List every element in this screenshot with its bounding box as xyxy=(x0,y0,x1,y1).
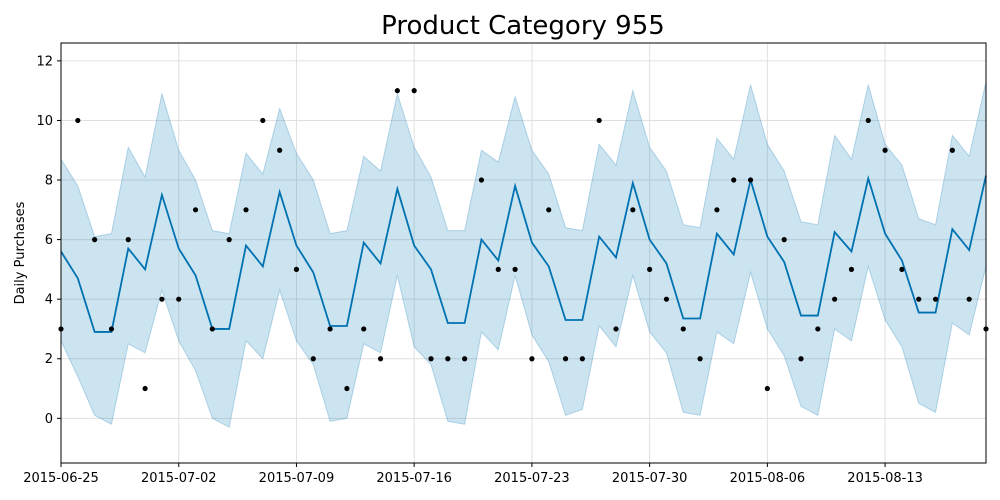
x-tick-label: 2015-07-16 xyxy=(376,471,452,486)
data-point xyxy=(310,356,316,362)
data-point xyxy=(966,296,972,302)
data-point xyxy=(848,266,855,272)
data-point xyxy=(377,356,384,362)
observed-points xyxy=(58,88,989,392)
uncertainty-band xyxy=(60,81,987,429)
x-tick-label: 2015-07-09 xyxy=(259,471,335,486)
data-point xyxy=(613,326,619,332)
data-point xyxy=(428,356,434,362)
data-point xyxy=(562,356,569,362)
data-point xyxy=(647,266,653,272)
data-point xyxy=(596,117,602,124)
data-point xyxy=(495,266,501,272)
data-point xyxy=(529,356,535,362)
data-point xyxy=(697,356,703,362)
data-point xyxy=(92,237,98,243)
data-point xyxy=(579,356,585,362)
data-point xyxy=(176,296,182,302)
data-point xyxy=(512,266,518,272)
x-tick-label: 2015-07-02 xyxy=(141,471,217,486)
data-point xyxy=(630,207,636,213)
x-tick-label: 2015-07-23 xyxy=(494,471,570,486)
y-tick-label: 4 xyxy=(45,293,53,308)
y-tick-label: 8 xyxy=(45,174,53,189)
data-point xyxy=(411,88,417,94)
chart-title: Product Category 955 xyxy=(381,11,665,41)
data-point xyxy=(916,296,922,302)
data-point xyxy=(243,207,249,213)
data-point xyxy=(394,88,400,94)
y-tick-label: 10 xyxy=(36,114,53,129)
x-tick-label: 2015-06-25 xyxy=(23,471,99,486)
x-tick-label: 2015-08-13 xyxy=(847,471,923,486)
data-point xyxy=(108,326,115,332)
data-point xyxy=(226,237,232,243)
data-point xyxy=(747,177,754,183)
data-point xyxy=(327,326,333,332)
data-point xyxy=(781,237,787,243)
x-tick-label: 2015-07-30 xyxy=(612,471,688,486)
x-tick-label: 2015-08-06 xyxy=(730,471,806,486)
data-point xyxy=(293,266,300,272)
data-point xyxy=(277,147,283,153)
y-axis-label: Daily Purchases xyxy=(13,201,28,304)
data-point xyxy=(731,177,737,183)
y-tick-label: 2 xyxy=(45,352,53,367)
data-point xyxy=(260,117,266,124)
data-point xyxy=(663,296,670,302)
grid xyxy=(60,43,986,463)
data-point xyxy=(125,237,131,243)
data-point xyxy=(680,326,686,332)
axis-ticks: 2015-06-25 2015-07-02 2015-07-09 2015-07-16… xyxy=(23,54,923,486)
uncertainty-band-area xyxy=(60,81,987,429)
y-tick-label: 12 xyxy=(36,54,53,69)
data-point xyxy=(714,207,720,213)
y-tick-label: 0 xyxy=(45,412,53,427)
data-point xyxy=(815,326,821,332)
data-point xyxy=(882,147,888,153)
data-point xyxy=(75,117,81,124)
data-point xyxy=(445,356,451,362)
forecast-line-layer xyxy=(60,175,987,333)
data-point xyxy=(832,296,838,302)
data-point xyxy=(546,207,552,213)
data-point xyxy=(764,385,770,392)
data-point xyxy=(361,326,367,332)
data-point xyxy=(899,266,905,272)
y-tick-label: 6 xyxy=(45,233,53,248)
data-point xyxy=(462,356,468,362)
data-point xyxy=(344,385,350,392)
data-point xyxy=(949,147,955,153)
plot-frame xyxy=(60,42,987,464)
data-point xyxy=(159,296,165,302)
data-point xyxy=(478,177,485,183)
data-point xyxy=(932,296,939,302)
data-point xyxy=(192,207,199,213)
data-point xyxy=(209,326,215,332)
data-point xyxy=(142,385,148,392)
forecast-line xyxy=(60,175,987,333)
data-point xyxy=(865,117,871,124)
data-point xyxy=(798,356,804,362)
